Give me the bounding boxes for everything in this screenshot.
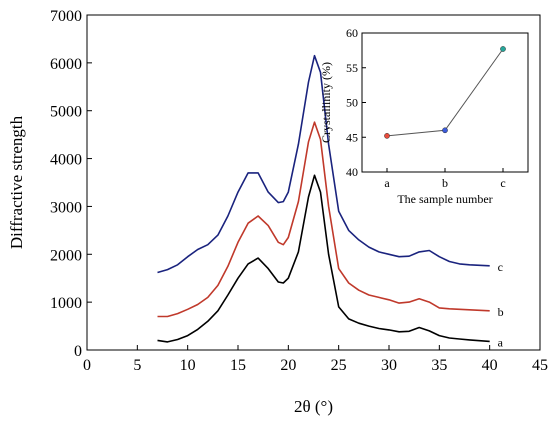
inset-plot: a b c 40 45 50 55 60 The sample number Crystal… <box>319 26 529 206</box>
x-tick-label: 45 <box>532 357 548 374</box>
inset-y-ticks: 40 45 50 55 60 <box>346 26 366 179</box>
y-tick-label: 2000 <box>50 247 82 264</box>
inset-y-tick-label: 45 <box>346 130 358 144</box>
inset-series <box>384 46 506 139</box>
x-tick-label: 20 <box>280 357 296 374</box>
y-tick-label: 7000 <box>50 8 82 25</box>
y-tick-label: 3000 <box>50 199 82 216</box>
main-plot: 0 5 10 15 20 25 30 35 40 45 0 1000 2000 3000 4000 5000… <box>7 8 548 416</box>
inset-x-axis-title: The sample number <box>397 192 492 206</box>
series-label-b: b <box>498 305 504 319</box>
inset-x-tick-label: a <box>384 176 390 190</box>
x-tick-label: 30 <box>381 357 397 374</box>
crystallinity-point-b <box>442 127 448 134</box>
x-tick-label: 10 <box>180 357 196 374</box>
inset-x-ticks: a b c <box>384 168 506 190</box>
inset-y-tick-label: 50 <box>346 96 358 110</box>
inset-y-axis-title: Crystallinity (%) <box>319 62 333 143</box>
y-tick-label: 6000 <box>50 56 82 73</box>
main-y-ticks: 0 1000 2000 3000 4000 5000 6000 7000 <box>50 8 92 360</box>
y-tick-label: 1000 <box>50 295 82 312</box>
x-axis-title: 2θ (°) <box>294 397 333 416</box>
series-label-a: a <box>498 335 504 349</box>
x-tick-label: 35 <box>431 357 447 374</box>
y-tick-label: 4000 <box>50 152 82 169</box>
main-series-labels: a b c <box>498 260 504 350</box>
series-line-c <box>157 54 490 274</box>
inset-x-tick-label: c <box>500 176 505 190</box>
crystallinity-point-c <box>500 46 506 52</box>
y-axis-title: Diffractive strength <box>7 115 26 249</box>
x-tick-label: 5 <box>133 357 141 374</box>
series-line-b <box>157 121 490 318</box>
series-line-a <box>157 174 490 343</box>
main-plot-frame <box>86 14 541 351</box>
y-tick-label: 5000 <box>50 104 82 121</box>
main-series <box>157 54 490 343</box>
x-tick-label: 15 <box>230 357 246 374</box>
y-tick-label: 0 <box>74 343 82 360</box>
inset-x-tick-label: b <box>442 176 448 190</box>
inset-y-tick-label: 40 <box>346 165 358 179</box>
inset-plot-frame <box>361 32 529 173</box>
inset-y-tick-label: 60 <box>346 26 358 40</box>
x-tick-label: 0 <box>83 357 91 374</box>
crystallinity-point-a <box>384 133 390 139</box>
x-tick-label: 40 <box>482 357 498 374</box>
series-label-c: c <box>498 260 503 274</box>
x-tick-label: 25 <box>331 357 347 374</box>
inset-y-tick-label: 55 <box>346 61 358 75</box>
main-x-ticks: 0 5 10 15 20 25 30 35 40 45 <box>83 345 548 374</box>
